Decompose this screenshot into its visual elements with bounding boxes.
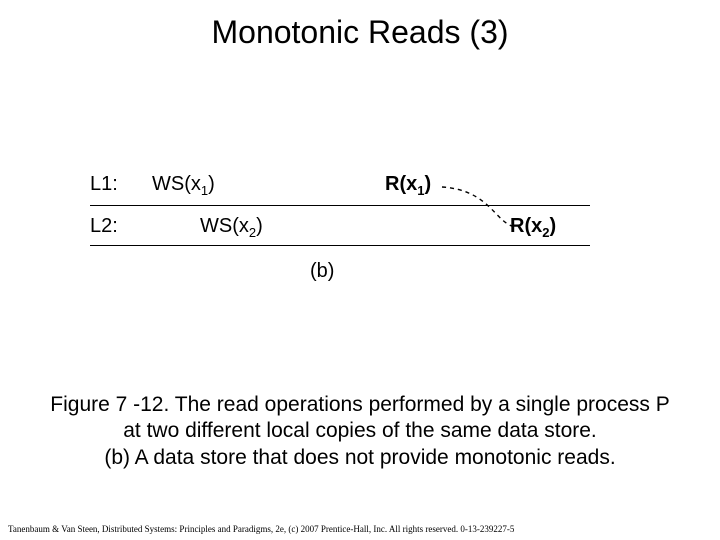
footer-citation: Tanenbaum & Van Steen, Distributed Syste… <box>8 524 514 534</box>
caption-line-3: (b) A data store that does not provide m… <box>104 446 615 469</box>
caption-line-2: at two different local copies of the sam… <box>123 419 597 442</box>
figure-caption: Figure 7 -12. The read operations perfor… <box>0 392 720 471</box>
caption-line-1: Figure 7 -12. The read operations perfor… <box>50 393 669 416</box>
subfigure-label: (b) <box>310 260 334 283</box>
dashed-connector <box>90 165 630 285</box>
slide-title: Monotonic Reads (3) <box>0 0 720 51</box>
diagram-area: L1: WS(x1) R(x1) L2: WS(x2) R(x2) (b) <box>90 165 630 285</box>
